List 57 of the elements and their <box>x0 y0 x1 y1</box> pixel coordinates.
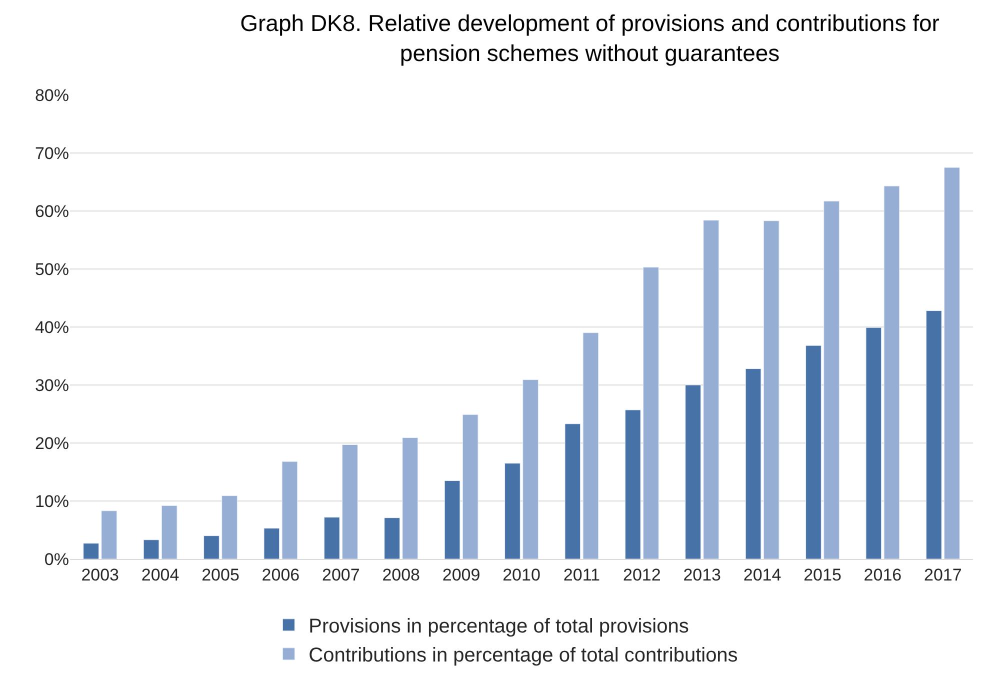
bar <box>926 310 942 559</box>
y-tick-label: 70% <box>34 144 69 163</box>
bar <box>884 186 900 559</box>
x-tick-label: 2017 <box>924 565 962 584</box>
bar <box>564 424 581 559</box>
bar <box>643 267 659 559</box>
x-tick-label: 2012 <box>622 565 661 584</box>
legend-label: Contributions in percentage of total contributions <box>308 644 738 667</box>
x-tick-label: 2006 <box>262 565 300 584</box>
x-tick-label: 2005 <box>202 565 240 584</box>
y-tick-label: 60% <box>34 202 69 221</box>
bar <box>324 516 340 559</box>
x-tick-label: 2004 <box>141 565 180 584</box>
bar <box>582 332 599 559</box>
x-tick-label: 2015 <box>804 565 842 584</box>
y-tick-label: 20% <box>34 434 69 453</box>
bar <box>504 463 520 559</box>
bar <box>703 220 720 559</box>
bar <box>342 444 358 559</box>
bar <box>462 414 478 559</box>
bar <box>204 536 220 559</box>
bar <box>685 384 701 559</box>
x-tick-label: 2008 <box>382 565 420 584</box>
bar <box>824 200 840 559</box>
x-tick-label: 2014 <box>743 565 782 584</box>
bar <box>522 380 538 559</box>
bar <box>282 461 298 559</box>
bar <box>745 368 762 559</box>
bar <box>806 345 822 559</box>
y-tick-label: 40% <box>34 318 69 337</box>
bar <box>384 518 400 559</box>
x-tick-label: 2011 <box>563 565 600 584</box>
x-tick-label: 2007 <box>322 565 360 584</box>
bar <box>143 540 160 559</box>
bar <box>222 496 238 559</box>
x-tick-label: 2013 <box>683 565 722 584</box>
bar <box>624 410 641 559</box>
bar <box>83 543 99 559</box>
bar <box>264 528 280 559</box>
y-tick-label: 50% <box>34 260 69 279</box>
bar <box>444 480 460 559</box>
legend-label: Provisions in percentage of total provisions <box>308 616 689 638</box>
bar <box>944 167 960 559</box>
x-tick-label: 2010 <box>502 565 540 584</box>
y-tick-label: 10% <box>34 492 69 511</box>
x-tick-label: 2016 <box>864 565 902 584</box>
bar <box>161 505 178 559</box>
x-tick-label: 2009 <box>442 565 480 584</box>
chart-title: Graph DK8. Relative development of provisions and contributions for pension schemes without guarantees <box>240 10 940 66</box>
bar <box>866 327 882 559</box>
y-tick-label: 30% <box>34 376 69 395</box>
bar <box>101 510 118 559</box>
y-tick-label: 80% <box>34 86 69 105</box>
y-tick-label: 0% <box>44 550 69 569</box>
bar <box>402 438 418 559</box>
x-tick-label: 2003 <box>81 565 120 584</box>
bar <box>763 220 780 559</box>
